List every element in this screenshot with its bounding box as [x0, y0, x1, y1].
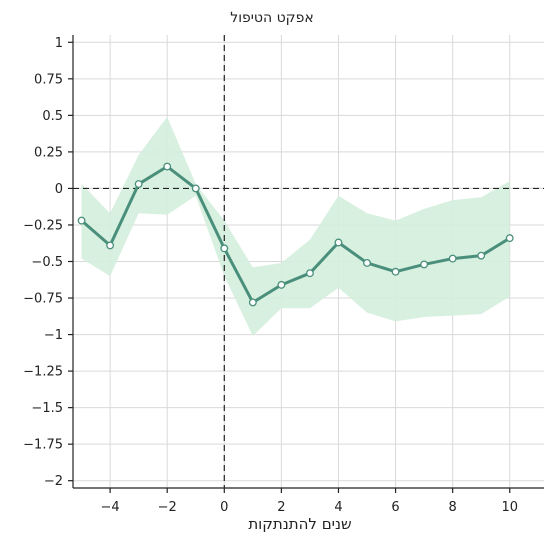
- data-point: [163, 162, 172, 171]
- data-point: [77, 216, 86, 225]
- y-tick-label: −1: [44, 328, 63, 343]
- y-tick-label: −1.5: [31, 401, 63, 416]
- data-points: [77, 162, 514, 307]
- data-point: [248, 298, 257, 307]
- x-tick-label: 10: [501, 500, 518, 515]
- y-tick-label: −2: [44, 474, 63, 489]
- series-line: [80, 165, 511, 304]
- y-tick-label: 0.25: [34, 145, 63, 160]
- x-axis-label: שנים להתנתקות: [248, 515, 351, 533]
- y-tick-label: 0.75: [34, 72, 63, 87]
- data-point: [191, 184, 200, 193]
- data-point: [277, 280, 286, 289]
- data-point: [134, 180, 143, 189]
- y-tick-label: −0.5: [31, 255, 63, 270]
- x-tick-label: −2: [158, 500, 177, 515]
- data-point: [305, 269, 314, 278]
- y-tick-label: −1.25: [23, 365, 63, 380]
- data-point: [391, 267, 400, 276]
- y-tick-label: 0.5: [42, 109, 63, 124]
- x-tick-label: −4: [101, 500, 120, 515]
- reference-lines: [73, 35, 544, 488]
- data-point: [334, 238, 343, 247]
- data-point: [420, 260, 429, 269]
- x-tick-labels: −4 −2 0 2 4 6 8 10: [101, 488, 518, 515]
- x-tick-label: 4: [334, 500, 342, 515]
- y-tick-label: 1: [55, 36, 63, 51]
- y-tick-label: −0.75: [23, 292, 63, 307]
- x-tick-label: 2: [277, 500, 285, 515]
- data-point: [106, 241, 115, 250]
- y-tick-labels: 1 0.75 0.5 0.25 0 −0.25 −0.5 −0.75 −1 −1.25 −1.5 −1…: [23, 36, 73, 489]
- x-tick-label: 8: [449, 500, 457, 515]
- data-point: [220, 244, 229, 253]
- data-point: [477, 251, 486, 260]
- y-tick-label: −0.25: [23, 218, 63, 233]
- data-point: [448, 254, 457, 263]
- x-tick-label: 0: [220, 500, 228, 515]
- y-tick-label: 0: [55, 182, 63, 197]
- x-tick-label: 6: [391, 500, 399, 515]
- confidence-band: [81, 116, 510, 337]
- data-point: [505, 234, 514, 243]
- y-tick-label: −1.75: [23, 438, 63, 453]
- data-point: [363, 259, 371, 267]
- chart-title: אפקט הטיפול: [230, 10, 313, 26]
